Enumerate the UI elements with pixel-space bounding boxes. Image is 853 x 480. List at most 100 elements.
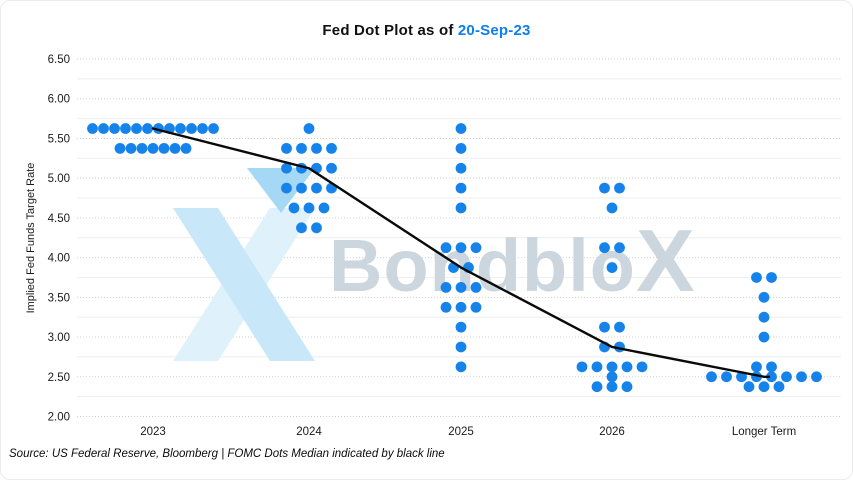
fomc-dot-2023-5.375	[158, 142, 170, 154]
fomc-dot-longer-term-3.75	[751, 272, 762, 283]
fomc-dot-2024-5.125	[326, 162, 337, 174]
x-tick-2026: 2026	[599, 426, 625, 438]
fomc-dot-2023-5.625	[131, 123, 142, 134]
chart-title: Fed Dot Plot as of 20-Sep-23	[1, 22, 852, 39]
fomc-dot-2024-5.375	[296, 142, 307, 154]
fomc-dot-2023-5.625	[120, 123, 131, 134]
fomc-dot-longer-term-2.375	[743, 381, 755, 393]
x-tick-longer-term: Longer Term	[732, 426, 796, 438]
bondblox-watermark: BondbloX	[173, 168, 695, 361]
fomc-dot-2025-2.625	[455, 361, 467, 373]
fomc-dot-2024-5.625	[303, 123, 315, 134]
fomc-dot-2025-2.875	[455, 341, 467, 353]
fomc-dot-longer-term-2.375	[758, 381, 770, 393]
fomc-dot-2023-5.625	[98, 123, 109, 134]
fomc-dot-2026-2.625	[591, 361, 603, 373]
x-tick-2024: 2024	[296, 426, 322, 438]
fomc-dot-2026-2.375	[621, 381, 633, 393]
fomc-dot-longer-term-2.5	[811, 371, 822, 383]
fomc-dot-2026-3.125	[614, 321, 625, 333]
fomc-dot-2023-5.375	[114, 142, 126, 154]
x-tick-2025: 2025	[448, 426, 474, 438]
fomc-dot-2025-3.375	[440, 301, 452, 313]
median-line	[151, 127, 771, 378]
fomc-dot-2023-5.625	[208, 123, 219, 134]
fomc-dot-longer-term-2.5	[706, 371, 717, 383]
fomc-dot-2024-5.375	[326, 142, 337, 154]
fomc-dot-longer-term-2.5	[766, 371, 777, 383]
fomc-dot-longer-term-2.5	[796, 371, 807, 383]
fomc-dot-2026-4.125	[599, 242, 610, 254]
fomc-dot-2025-3.625	[440, 282, 452, 293]
fomc-dot-2026-2.625	[576, 361, 588, 373]
fomc-dot-2023-5.375	[136, 142, 148, 154]
fomc-dot-2023-5.625	[197, 123, 208, 134]
fomc-dot-2025-4.125	[455, 242, 467, 254]
fomc-dot-2024-4.375	[296, 222, 307, 234]
fomc-dot-2026-2.625	[606, 361, 618, 373]
fomc-dot-2025-3.375	[470, 301, 482, 313]
fomc-dot-2026-4.875	[599, 182, 610, 194]
svg-text:6.00: 6.00	[48, 94, 70, 106]
fomc-dot-2024-5.375	[311, 142, 322, 154]
fomc-dot-2023-5.625	[186, 123, 197, 134]
source-note: Source: US Federal Reserve, Bloomberg | …	[9, 448, 445, 460]
svg-text:2.50: 2.50	[48, 372, 70, 384]
fomc-dot-longer-term-3.75	[766, 272, 777, 283]
chart-title-text: Fed Dot Plot as of	[322, 22, 458, 39]
fomc-dot-2023-5.625	[109, 123, 120, 134]
fomc-dot-2023-5.625	[87, 123, 98, 134]
fomc-dot-2023-5.375	[180, 142, 192, 154]
fomc-dot-2026-2.625	[621, 361, 633, 373]
fomc-dot-2024-4.375	[311, 222, 322, 234]
fomc-dot-2024-4.625	[318, 202, 330, 214]
fomc-dot-2024-5.125	[281, 162, 292, 174]
fomc-dot-2024-4.625	[303, 202, 315, 214]
fomc-dot-2025-3.125	[455, 321, 467, 333]
fomc-dot-2023-5.375	[147, 142, 159, 154]
fomc-dot-longer-term-2.5	[781, 371, 792, 383]
fomc-dot-longer-term-2.625	[751, 361, 762, 373]
fomc-dot-2023-5.625	[142, 123, 153, 134]
y-tick-labels: 6.50 6.00 5.50 5.00 4.50 4.00 3.50 3.00 2.50 2.00	[48, 54, 70, 424]
fomc-dot-2023-5.375	[125, 142, 137, 154]
x-tick-labels: 2023 2024 2025 2026 Longer Term	[140, 426, 796, 438]
svg-text:3.00: 3.00	[48, 332, 70, 344]
fomc-dot-2023-5.375	[169, 142, 181, 154]
fomc-dot-longer-term-3.25	[758, 311, 770, 323]
fomc-dot-2025-3.625	[455, 282, 467, 293]
x-tick-2023: 2023	[140, 426, 166, 438]
fomc-dot-2024-4.875	[311, 182, 322, 194]
fomc-dot-2025-3.625	[470, 282, 482, 293]
fomc-dot-2026-2.375	[606, 381, 618, 393]
fomc-dot-longer-term-3.5	[758, 291, 770, 303]
fomc-dot-2026-4.125	[614, 242, 625, 254]
svg-text:4.50: 4.50	[48, 213, 70, 225]
fomc-dot-2026-4.625	[606, 202, 618, 214]
fomc-dot-2026-4.875	[614, 182, 625, 194]
svg-text:5.00: 5.00	[48, 173, 70, 185]
fomc-dot-2025-4.125	[440, 242, 452, 254]
fomc-dot-2026-3.125	[599, 321, 610, 333]
fomc-dot-2025-5.625	[455, 123, 467, 134]
fomc-dot-longer-term-3.0	[758, 331, 770, 343]
fomc-dot-2025-5.125	[455, 162, 467, 174]
fomc-dot-longer-term-2.375	[773, 381, 785, 393]
fomc-dot-2023-5.625	[175, 123, 186, 134]
fomc-dot-2026-2.625	[636, 361, 648, 373]
fomc-dot-2025-4.875	[455, 182, 467, 194]
fomc-dot-2024-4.625	[288, 202, 300, 214]
svg-text:4.00: 4.00	[48, 253, 70, 265]
fomc-dot-longer-term-2.625	[766, 361, 777, 373]
fomc-dot-2024-4.875	[281, 182, 292, 194]
fomc-dot-2025-4.125	[470, 242, 482, 254]
fomc-dot-2025-4.625	[455, 202, 467, 214]
chart-title-date: 20-Sep-23	[457, 22, 531, 39]
fomc-dot-2025-5.375	[455, 142, 467, 154]
fomc-dot-longer-term-2.5	[721, 371, 732, 383]
fomc-dot-2025-3.375	[455, 301, 467, 313]
fomc-dot-2024-4.875	[296, 182, 307, 194]
fomc-dot-2026-2.375	[591, 381, 603, 393]
